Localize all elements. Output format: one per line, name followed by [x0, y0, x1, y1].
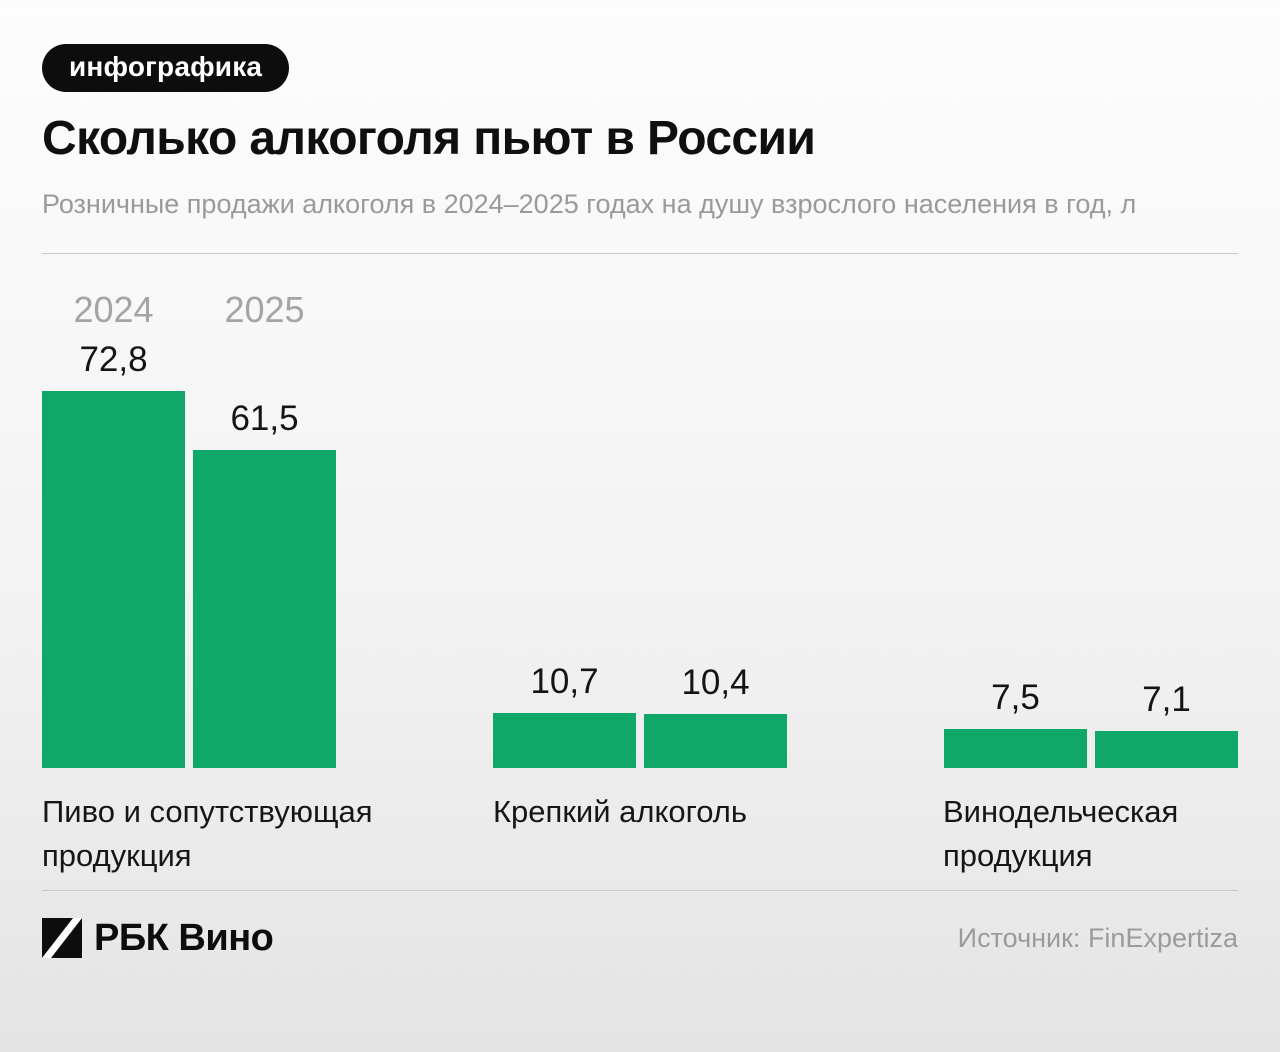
header-divider	[42, 252, 1238, 254]
bar-cell: 7,1	[1095, 681, 1238, 768]
bar-value-label: 7,1	[1142, 680, 1191, 720]
bar-group: 7,5 7,1	[944, 679, 1238, 768]
bar	[644, 713, 787, 768]
rbc-logo-icon	[42, 918, 82, 959]
page-subtitle: Розничные продажи алкоголя в 2024–2025 г…	[42, 188, 1137, 219]
bar-value-label: 72,8	[79, 340, 148, 380]
legend-item: 2025	[224, 288, 305, 330]
bar-value-label: 7,5	[991, 678, 1040, 718]
category-label: Пиво и сопутствующая продукция	[42, 793, 373, 873]
category-labels-row: Пиво и сопутствующая продукция Крепкий ал…	[42, 768, 1238, 890]
source-text: Источник: FinExpertiza	[957, 922, 1238, 953]
logo-text: РБК Вино	[94, 916, 274, 959]
category-label: Винодельческая продукция	[943, 793, 1179, 873]
bar-value-label: 10,4	[681, 663, 750, 703]
infographic-badge: инфографика	[42, 44, 290, 92]
rbc-wine-logo: РБК Вино	[42, 916, 274, 960]
bar	[944, 728, 1087, 768]
bar-groups-row: 72,8 61,5 10,7 10,4 7,5 7,1	[42, 341, 1238, 768]
page-title: Сколько алкоголя пьют в России	[42, 112, 816, 165]
bar	[193, 449, 336, 768]
footer-divider	[42, 889, 1238, 891]
bar-group: 10,7 10,4	[493, 663, 787, 768]
legend-item: 2024	[73, 288, 154, 330]
bar-cell: 61,5	[193, 400, 336, 768]
bar-value-label: 10,7	[530, 662, 599, 702]
bar	[1095, 730, 1238, 768]
bar-value-label: 61,5	[230, 399, 299, 439]
bar-cell: 10,4	[644, 664, 787, 768]
footer: РБК Вино Источник: FinExpertiza	[42, 891, 1238, 960]
chart-legend: 2024 2025	[42, 290, 336, 330]
bar	[42, 390, 185, 768]
bar	[493, 712, 636, 768]
chart-plot: 2024 2025 72,8 61,5 10,7 10,4 7,5 7,1	[42, 254, 1238, 768]
bar-cell: 72,8	[42, 341, 185, 768]
bar-cell: 7,5	[944, 679, 1087, 768]
bar-cell: 10,7	[493, 663, 636, 768]
category-label: Крепкий алкоголь	[493, 793, 748, 829]
bar-group: 72,8 61,5	[42, 341, 336, 768]
